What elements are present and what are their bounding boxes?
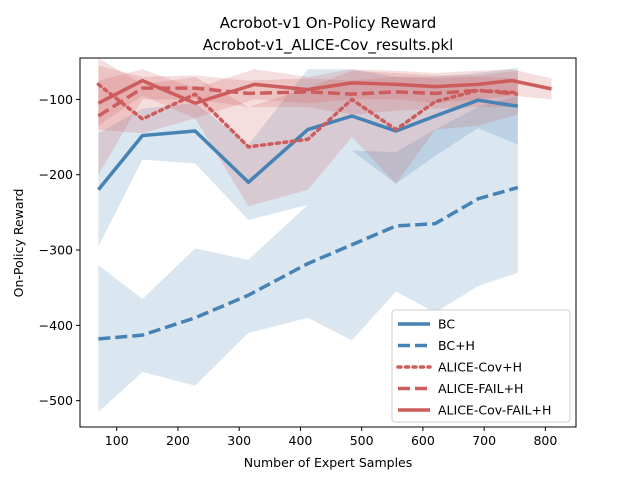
x-tick-label: 400 xyxy=(289,433,313,448)
y-tick-label: −500 xyxy=(39,393,73,408)
series-lines xyxy=(96,78,552,341)
chart-title: Acrobot-v1 On-Policy Reward xyxy=(220,14,437,32)
plot-frame xyxy=(79,57,577,428)
legend-label-2: ALICE-Cov+H xyxy=(438,360,522,375)
legend-label-3: ALICE-FAIL+H xyxy=(438,381,523,396)
x-tick-label: 800 xyxy=(533,433,557,448)
x-tick-label: 600 xyxy=(411,433,435,448)
x-axis-ticks: 100 200 300 400 500 600 700 800 xyxy=(105,427,557,448)
y-axis-ticks: −100 −200 −300 −400 −500 xyxy=(39,92,80,408)
x-axis-label: Number of Expert Samples xyxy=(244,455,413,470)
y-tick-label: −100 xyxy=(39,92,73,107)
line-series-1 xyxy=(98,185,519,341)
chart-subtitle: Acrobot-v1_ALICE-Cov_results.pkl xyxy=(203,36,454,55)
band-series-2 xyxy=(98,58,518,207)
band-series-0 xyxy=(98,67,518,247)
line-series-2 xyxy=(96,82,520,149)
legend: BC BC+H ALICE-Cov+H ALICE-FAIL+H ALICE-Cov-F… xyxy=(391,309,571,423)
x-tick-label: 700 xyxy=(472,433,496,448)
line-series-0 xyxy=(97,98,519,191)
legend-frame xyxy=(391,309,571,423)
x-tick-label: 200 xyxy=(166,433,190,448)
legend-label-0: BC xyxy=(438,317,455,332)
y-tick-label: −200 xyxy=(39,167,73,182)
band-series-1 xyxy=(98,95,518,412)
y-axis-label: On-Policy Reward xyxy=(11,189,26,298)
x-tick-label: 300 xyxy=(227,433,251,448)
line-series-3 xyxy=(97,86,518,118)
confidence-bands xyxy=(98,58,552,412)
line-series-4 xyxy=(97,78,552,105)
y-tick-label: −400 xyxy=(39,318,73,333)
y-tick-label: −300 xyxy=(39,243,73,258)
x-tick-label: 100 xyxy=(105,433,129,448)
x-tick-label: 500 xyxy=(350,433,374,448)
legend-label-1: BC+H xyxy=(438,338,475,353)
legend-label-4: ALICE-Cov-FAIL+H xyxy=(438,403,551,418)
